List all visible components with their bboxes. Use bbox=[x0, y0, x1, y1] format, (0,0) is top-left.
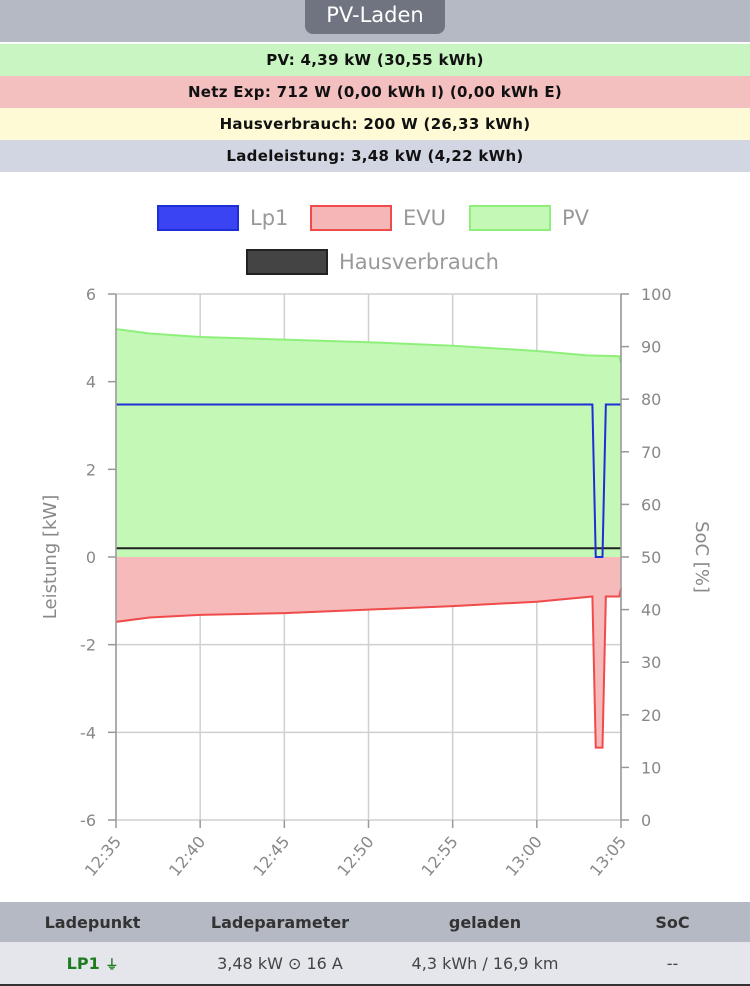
legend-swatch bbox=[310, 205, 392, 231]
ladepunkt-name: LP1 bbox=[66, 953, 100, 973]
pv-line bbox=[115, 328, 622, 364]
summary-hausverbrauch: Hausverbrauch: 200 W (26,33 kWh) bbox=[0, 108, 750, 140]
y-tick-label: 2 bbox=[86, 460, 96, 479]
y-tick-label: -6 bbox=[80, 811, 96, 830]
col-header-ladepunkt: Ladepunkt bbox=[44, 912, 141, 932]
table-header: Ladepunkt Ladeparameter geladen SoC bbox=[0, 902, 750, 942]
x-tick-label: 12:40 bbox=[165, 832, 209, 880]
mode-button[interactable]: PV-Laden bbox=[305, 0, 445, 34]
y2-tick-label: 40 bbox=[641, 601, 661, 620]
x-tick-label: 12:35 bbox=[81, 832, 125, 880]
legend-label: EVU bbox=[403, 206, 446, 230]
soc-cell: -- bbox=[666, 953, 679, 973]
power-chart: 6 4 2 0 -2 -4 -6 100 90 80 70 60 50 40 30 20 10 0 12:35 12:… bbox=[0, 172, 750, 900]
summary-ladeleistung: Ladeleistung: 3,48 kW (4,22 kWh) bbox=[0, 140, 750, 172]
x-tick-label: 12:50 bbox=[333, 832, 377, 880]
col-header-geladen: geladen bbox=[448, 912, 522, 932]
y2-tick-label: 50 bbox=[641, 548, 661, 567]
ladeparameter-cell: 3,48 kW ⊙ 16 A bbox=[217, 953, 343, 973]
geladen-cell: 4,3 kWh / 16,9 km bbox=[411, 953, 559, 973]
ladepunkt-table: Ladepunkt Ladeparameter geladen SoC LP1 … bbox=[0, 902, 750, 984]
y2-tick-label: 100 bbox=[641, 285, 672, 304]
mode-button-label: PV-Laden bbox=[326, 3, 424, 27]
legend-label: Lp1 bbox=[250, 206, 288, 230]
col-header-soc: SoC bbox=[655, 912, 690, 932]
pv-area bbox=[116, 329, 621, 557]
y2-tick-label: 80 bbox=[641, 390, 661, 409]
y-tick-label: -4 bbox=[80, 723, 96, 742]
y2-tick-label: 20 bbox=[641, 706, 661, 725]
y2-tick-label: 90 bbox=[641, 338, 661, 357]
legend-swatch bbox=[246, 249, 328, 275]
legend-swatch bbox=[469, 205, 551, 231]
y-tick-label: 6 bbox=[86, 285, 96, 304]
y2-axis-title: SoC [%] bbox=[691, 521, 712, 593]
evu-line bbox=[115, 588, 622, 749]
top-bar: PV-Laden bbox=[0, 0, 750, 42]
y-tick-label: 0 bbox=[86, 548, 96, 567]
lp1-line bbox=[116, 403, 621, 558]
y2-tick-label: 30 bbox=[641, 653, 661, 672]
table-row[interactable]: LP1 ⏚ 3,48 kW ⊙ 16 A 4,3 kWh / 16,9 km -… bbox=[0, 942, 750, 984]
summary-pv: PV: 4,39 kW (30,55 kWh) bbox=[0, 44, 750, 76]
x-tick-label: 13:05 bbox=[586, 832, 630, 880]
legend-swatch bbox=[157, 205, 239, 231]
legend-label: Hausverbrauch bbox=[339, 250, 499, 274]
y-axis-title: Leistung [kW] bbox=[40, 495, 61, 619]
x-tick-label: 12:55 bbox=[418, 832, 462, 880]
y2-tick-label: 70 bbox=[641, 443, 661, 462]
bottom-bar bbox=[0, 984, 750, 986]
evu-area bbox=[116, 557, 621, 748]
x-tick-label: 13:00 bbox=[502, 832, 546, 880]
col-header-ladeparameter: Ladeparameter bbox=[210, 912, 350, 932]
plug-icon: ⏚ bbox=[105, 957, 119, 973]
summary-netz: Netz Exp: 712 W (0,00 kWh I) (0,00 kWh E… bbox=[0, 76, 750, 108]
y2-tick-label: 10 bbox=[641, 758, 661, 777]
y2-tick-label: 60 bbox=[641, 495, 661, 514]
y2-tick-label: 0 bbox=[641, 811, 651, 830]
y-tick-label: -2 bbox=[80, 636, 96, 655]
x-tick-label: 12:45 bbox=[249, 832, 293, 880]
ladepunkt-cell[interactable]: LP1 ⏚ bbox=[0, 954, 185, 973]
y-tick-label: 4 bbox=[86, 373, 96, 392]
legend-label: PV bbox=[562, 206, 590, 230]
